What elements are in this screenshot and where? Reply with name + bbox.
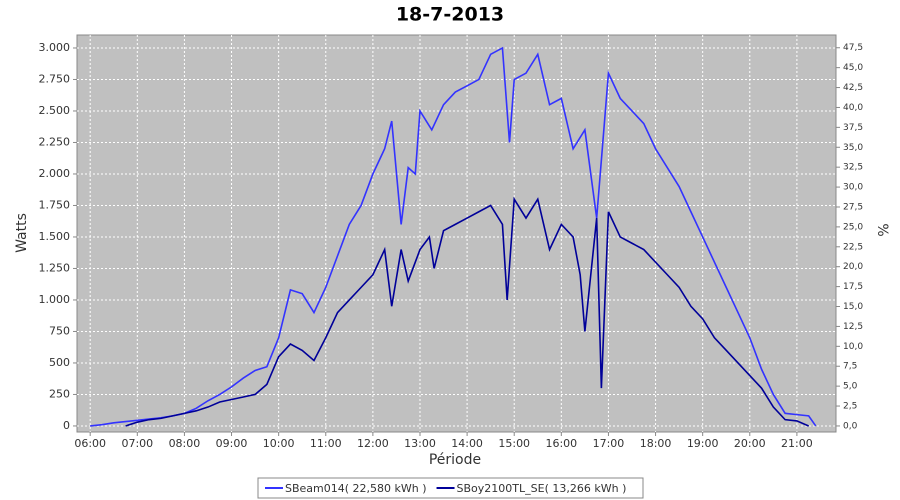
y-tick-label: 750: [49, 324, 70, 337]
y2-tick-label: 42,5: [843, 83, 863, 93]
y-tick-label: 3.000: [39, 41, 71, 54]
y-tick-label: 250: [49, 387, 70, 400]
y2-tick-label: 7,5: [843, 362, 857, 372]
y2-tick-label: 15,0: [843, 302, 863, 312]
legend-label: SBeam014( 22,580 kWh ): [285, 482, 427, 495]
plot-area: [76, 34, 837, 433]
x-tick-label: 08:00: [169, 437, 201, 450]
y2-tick-label: 45,0: [843, 63, 863, 73]
x-tick-label: 20:00: [734, 437, 766, 450]
y2-tick-label: 37,5: [843, 123, 863, 133]
x-tick-label: 14:00: [451, 437, 483, 450]
y2-tick-label: 47,5: [843, 43, 863, 53]
x-tick-label: 17:00: [593, 437, 625, 450]
chart-title: 18-7-2013: [396, 4, 504, 26]
x-tick-label: 11:00: [310, 437, 342, 450]
y-axis-label: Watts: [14, 213, 30, 253]
y-tick-label: 0: [63, 419, 70, 432]
y2-tick-label: 5,0: [843, 382, 858, 392]
y2-tick-label: 0,0: [843, 421, 858, 431]
y2-tick-label: 20,0: [843, 262, 863, 272]
x-axis-label: Période: [429, 452, 481, 468]
x-tick-label: 13:00: [404, 437, 436, 450]
x-tick-label: 10:00: [263, 437, 295, 450]
y-tick-label: 500: [49, 356, 70, 369]
y2-tick-label: 25,0: [843, 222, 863, 232]
y2-tick-label: 35,0: [843, 143, 863, 153]
x-tick-label: 16:00: [545, 437, 577, 450]
y-tick-label: 1.000: [39, 293, 71, 306]
x-tick-label: 21:00: [781, 437, 813, 450]
legend-label: SBoy2100TL_SE( 13,266 kWh ): [457, 482, 627, 495]
y2-tick-label: 27,5: [843, 202, 863, 212]
y-tick-label: 2.250: [39, 135, 71, 148]
x-tick-label: 09:00: [216, 437, 248, 450]
y2-axis-label: %: [874, 223, 890, 236]
y-tick-label: 2.750: [39, 72, 71, 85]
y2-tick-label: 2,5: [843, 402, 857, 412]
y-tick-label: 1.500: [39, 230, 71, 243]
y-tick-label: 2.500: [39, 104, 71, 117]
x-tick-label: 19:00: [687, 437, 719, 450]
y2-tick-label: 10,0: [843, 342, 863, 352]
series-line: [125, 196, 809, 427]
x-tick-label: 12:00: [357, 437, 389, 450]
y2-tick-label: 12,5: [843, 322, 863, 332]
y-tick-label: 1.750: [39, 198, 71, 211]
series-line: [90, 46, 817, 427]
x-tick-label: 07:00: [121, 437, 153, 450]
x-tick-label: 15:00: [498, 437, 530, 450]
y-tick-label: 1.250: [39, 261, 71, 274]
x-tick-label: 18:00: [640, 437, 672, 450]
y-tick-label: 2.000: [39, 167, 71, 180]
y2-tick-label: 22,5: [843, 242, 863, 252]
x-tick-label: 06:00: [74, 437, 106, 450]
y2-tick-label: 30,0: [843, 183, 863, 193]
y2-tick-label: 17,5: [843, 282, 863, 292]
y2-tick-label: 32,5: [843, 163, 863, 173]
y2-tick-label: 40,0: [843, 103, 863, 113]
